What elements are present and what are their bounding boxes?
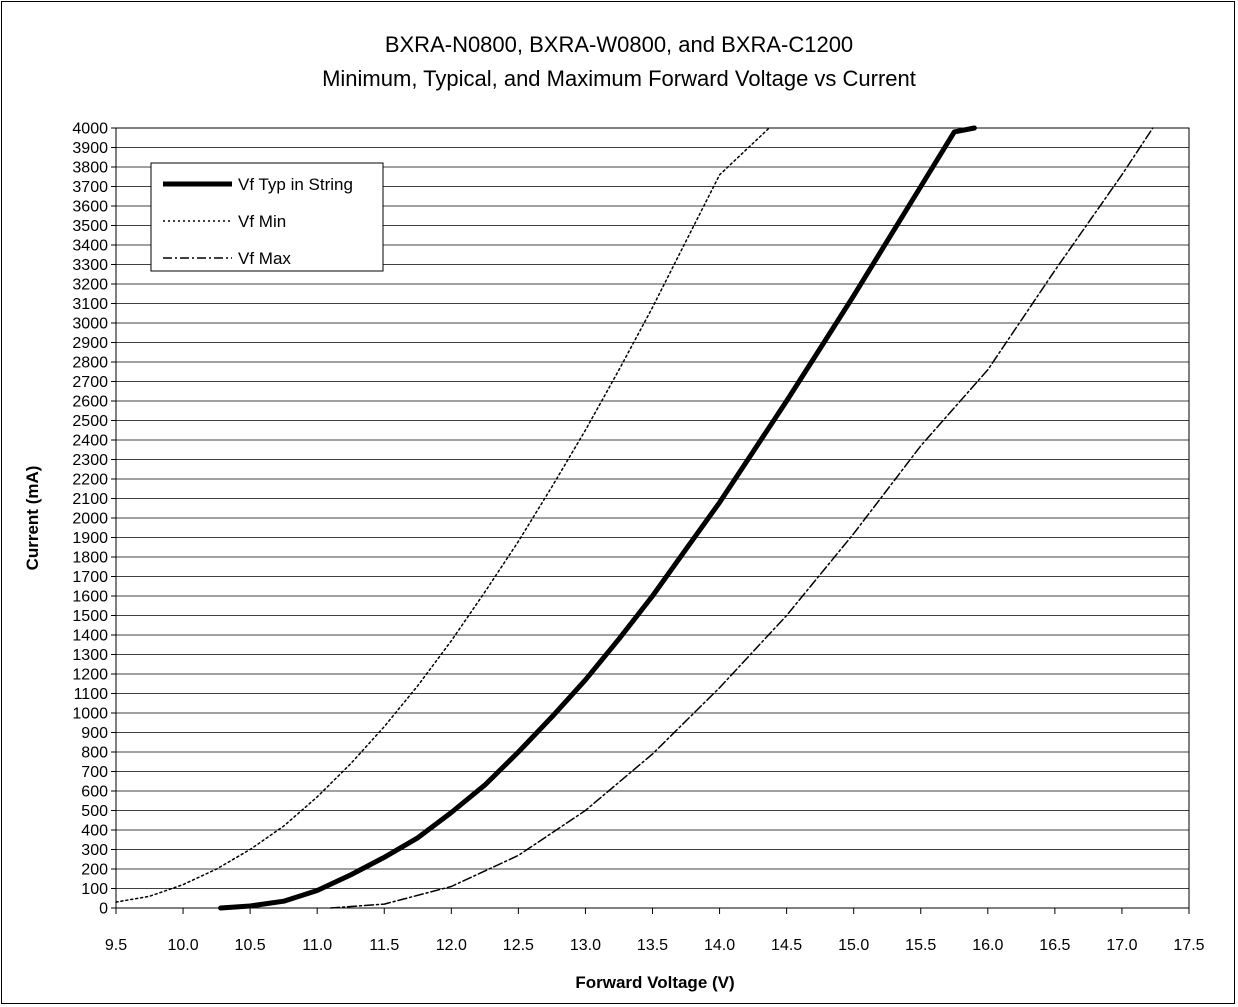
x-tick-label: 9.5 (105, 937, 127, 954)
y-tick-label: 2900 (72, 335, 108, 352)
y-tick-label: 2700 (72, 374, 108, 391)
series-line-1 (115, 127, 770, 903)
y-tick-label: 3500 (72, 218, 108, 235)
y-tick-label: 3100 (72, 296, 108, 313)
y-tick-label: 3600 (72, 199, 108, 216)
y-axis-label: Current (mA) (23, 466, 42, 571)
x-axis-label: Forward Voltage (V) (575, 973, 734, 992)
x-tick-label: 12.5 (503, 937, 534, 954)
series-line-0 (218, 125, 977, 911)
y-tick-label: 0 (99, 901, 108, 918)
y-tick-label: 1500 (72, 608, 108, 625)
series-line-2 (329, 127, 1154, 909)
y-tick-label: 1600 (72, 589, 108, 606)
x-tick-label: 11.0 (302, 937, 332, 954)
x-tick-label: 14.0 (704, 937, 735, 954)
y-axis-ticks: 0 100 200 300 400 500 600 700 800 900 1000 1100 1200… (72, 121, 116, 918)
y-tick-label: 700 (81, 764, 108, 781)
x-tick-label: 15.5 (905, 937, 936, 954)
x-tick-label: 12.0 (436, 937, 467, 954)
y-tick-label: 2300 (72, 452, 108, 469)
series-layer (115, 125, 1154, 911)
legend-label-2: Vf Max (238, 249, 291, 268)
y-tick-label: 500 (81, 803, 108, 820)
y-tick-label: 3400 (72, 238, 108, 255)
y-tick-label: 100 (81, 881, 108, 898)
y-tick-label: 400 (81, 823, 108, 840)
y-tick-label: 3900 (72, 140, 108, 157)
x-tick-label: 16.5 (1039, 937, 1070, 954)
x-tick-label: 17.0 (1106, 937, 1137, 954)
y-tick-label: 1100 (74, 686, 109, 703)
y-tick-label: 300 (81, 842, 108, 859)
chart-title: BXRA-N0800, BXRA-W0800, and BXRA-C1200 (384, 32, 854, 57)
legend-label-0: Vf Typ in String (238, 175, 353, 194)
y-tick-label: 1000 (72, 706, 108, 723)
y-tick-label: 1200 (72, 667, 108, 684)
y-tick-label: 800 (81, 745, 108, 762)
y-tick-label: 1400 (72, 628, 108, 645)
x-tick-label: 10.0 (167, 937, 198, 954)
legend-label-1: Vf Min (238, 212, 286, 231)
y-tick-label: 3800 (72, 160, 108, 177)
y-tick-label: 2400 (72, 433, 108, 450)
y-tick-label: 200 (81, 862, 108, 879)
y-tick-label: 1300 (72, 647, 108, 664)
y-tick-label: 1700 (72, 569, 108, 586)
y-tick-label: 600 (81, 784, 108, 801)
y-tick-label: 3200 (72, 277, 108, 294)
chart-subtitle: Minimum, Typical, and Maximum Forward Vo… (322, 66, 916, 91)
y-tick-label: 2800 (72, 355, 108, 372)
y-tick-label: 3000 (72, 316, 108, 333)
y-tick-label: 2000 (72, 511, 108, 528)
x-tick-label: 14.5 (771, 937, 802, 954)
y-tick-label: 1800 (72, 550, 108, 567)
x-tick-label: 13.0 (570, 937, 601, 954)
x-tick-label: 10.5 (235, 937, 266, 954)
y-tick-label: 2500 (72, 413, 108, 430)
y-tick-label: 3300 (72, 257, 108, 274)
legend: Vf Typ in String Vf Min Vf Max (150, 162, 384, 272)
x-axis-ticks: 9.5 10.0 10.5 11.0 11.5 12.0 12.5 13.0 13.5 14.0 1… (105, 908, 1205, 954)
y-tick-label: 900 (81, 725, 108, 742)
legend-box (150, 162, 384, 272)
y-tick-label: 2200 (72, 472, 108, 489)
x-tick-label: 11.5 (369, 937, 399, 954)
x-tick-label: 15.0 (838, 937, 869, 954)
y-tick-label: 2600 (72, 394, 108, 411)
y-tick-label: 2100 (72, 491, 108, 508)
x-tick-label: 17.5 (1173, 937, 1204, 954)
y-tick-label: 3700 (72, 179, 108, 196)
y-tick-label: 1900 (72, 530, 108, 547)
x-tick-label: 16.0 (972, 937, 1003, 954)
x-tick-label: 13.5 (637, 937, 668, 954)
y-tick-label: 4000 (72, 121, 108, 138)
